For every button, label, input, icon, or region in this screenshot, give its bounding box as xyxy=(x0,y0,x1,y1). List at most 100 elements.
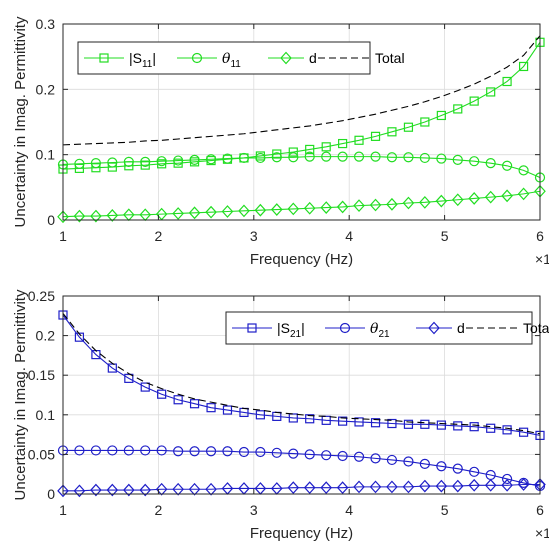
legend-label: Total xyxy=(523,320,549,336)
data-point-s2 xyxy=(221,205,234,218)
data-point-s1 xyxy=(370,453,381,464)
data-point-s1 xyxy=(304,449,315,460)
data-point-s1 xyxy=(173,446,184,457)
y-tick-label: 0 xyxy=(47,486,55,502)
data-point-s1 xyxy=(386,152,398,163)
series-line-1 xyxy=(63,449,541,487)
data-point-s0 xyxy=(338,138,348,149)
data-point-s2 xyxy=(287,202,300,216)
data-point-s0 xyxy=(140,382,150,392)
data-point-s0 xyxy=(436,110,446,121)
y-axis-label: Uncertainty in Imag. Permittivity xyxy=(12,289,29,500)
data-point-s2 xyxy=(369,198,382,212)
axes-box xyxy=(62,23,541,221)
data-point-s1 xyxy=(255,152,266,164)
data-point-s0 xyxy=(370,131,381,141)
data-point-s2 xyxy=(123,483,135,497)
data-point-s2 xyxy=(517,187,530,201)
data-point-s2 xyxy=(435,194,448,208)
data-point-s1 xyxy=(485,158,496,169)
data-point-s1 xyxy=(271,152,282,163)
data-point-s2 xyxy=(73,209,86,223)
series-line-3 xyxy=(62,313,541,435)
x-tick-label: 3 xyxy=(250,228,258,244)
data-point-s1 xyxy=(156,445,167,456)
axes-box xyxy=(62,295,541,495)
data-point-s1 xyxy=(337,151,348,162)
data-point-s0 xyxy=(387,418,397,429)
data-point-s2 xyxy=(501,189,513,203)
data-point-s1 xyxy=(205,154,217,165)
data-point-s2 xyxy=(254,203,267,217)
data-point-s1 xyxy=(271,447,282,458)
data-point-s0 xyxy=(321,142,331,152)
y-tick-label: 0.05 xyxy=(28,446,55,462)
legend-label: |S11| xyxy=(129,50,156,70)
data-point-s0 xyxy=(469,96,479,106)
data-point-s2 xyxy=(303,481,316,495)
data-point-s0 xyxy=(420,117,430,127)
data-point-s1 xyxy=(419,458,430,470)
data-point-s0 xyxy=(157,389,167,399)
data-point-s1 xyxy=(501,160,513,171)
data-point-s2 xyxy=(386,480,398,494)
legend-marker xyxy=(428,321,440,335)
data-point-s2 xyxy=(402,196,415,210)
data-point-s2 xyxy=(106,483,119,497)
legend-marker xyxy=(339,322,351,334)
data-point-s0 xyxy=(91,163,101,173)
data-point-s2 xyxy=(303,201,316,215)
data-point-s1 xyxy=(419,152,430,164)
data-point-s2 xyxy=(484,190,497,204)
x-tick-label: 4 xyxy=(345,502,353,518)
data-point-s0 xyxy=(502,76,512,87)
data-point-s2 xyxy=(320,201,333,214)
data-point-s0 xyxy=(173,395,183,405)
series-line-2 xyxy=(62,190,541,218)
data-point-s0 xyxy=(354,417,364,427)
data-point-s1 xyxy=(353,151,365,162)
data-point-s0 xyxy=(288,147,298,157)
data-point-s2 xyxy=(73,484,86,498)
data-point-s0 xyxy=(502,425,512,435)
data-point-s0 xyxy=(403,419,414,429)
data-point-s0 xyxy=(469,422,479,432)
legend-label: Total xyxy=(375,50,405,66)
data-point-s0 xyxy=(272,149,282,159)
series-line-2 xyxy=(63,483,540,492)
data-point-s2 xyxy=(435,479,448,493)
data-point-s1 xyxy=(353,451,365,462)
y-tick-label: 0.3 xyxy=(36,16,56,32)
x-tick-label: 2 xyxy=(155,502,163,518)
data-point-s1 xyxy=(205,446,217,457)
data-point-s0 xyxy=(420,419,430,429)
data-point-s1 xyxy=(436,461,447,472)
data-point-s2 xyxy=(188,206,201,220)
data-point-s2 xyxy=(205,482,217,496)
x-tick-label: 5 xyxy=(441,228,449,244)
data-point-s0 xyxy=(74,163,85,173)
data-point-s1 xyxy=(337,450,348,462)
x-tick-label: 6 xyxy=(536,228,544,244)
data-point-s1 xyxy=(469,466,480,477)
data-point-s1 xyxy=(140,156,151,167)
legend-label: d xyxy=(309,50,317,66)
data-point-s2 xyxy=(501,478,513,492)
data-point-s1 xyxy=(255,446,266,458)
y-tick-label: 0.25 xyxy=(28,288,55,304)
data-point-s2 xyxy=(336,481,349,495)
data-point-s2 xyxy=(468,478,480,492)
data-point-s1 xyxy=(501,473,513,485)
data-point-s2 xyxy=(386,197,398,211)
data-point-s2 xyxy=(238,204,250,218)
x-exponent-label: ×109 xyxy=(535,523,549,541)
data-point-s2 xyxy=(106,209,119,222)
data-point-s2 xyxy=(57,210,69,224)
y-tick-label: 0.1 xyxy=(36,147,56,163)
data-point-s0 xyxy=(255,410,265,420)
data-point-s2 xyxy=(287,481,300,495)
data-point-s0 xyxy=(107,363,117,373)
data-point-s2 xyxy=(90,209,102,223)
series-line-3 xyxy=(62,35,541,146)
data-point-s2 xyxy=(484,478,497,492)
